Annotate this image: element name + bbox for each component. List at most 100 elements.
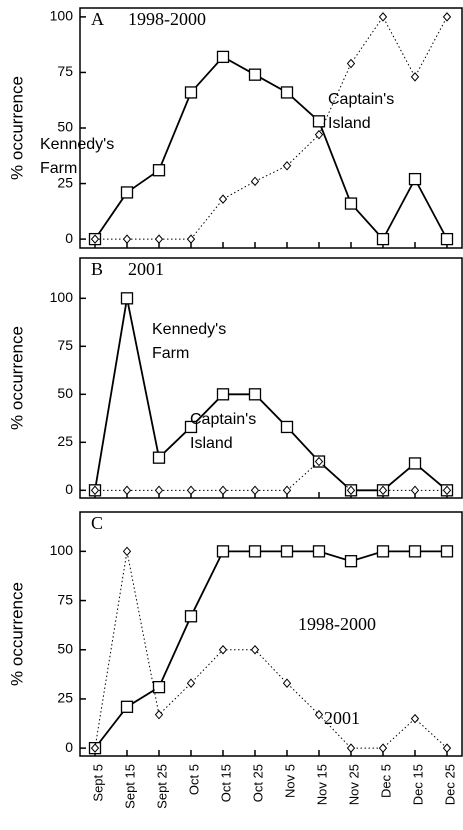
diamond-marker <box>250 176 260 187</box>
square-marker <box>440 545 454 558</box>
diamond-marker <box>186 234 196 244</box>
square-marker <box>248 388 262 401</box>
diamond-marker <box>90 743 100 753</box>
diamond-marker <box>218 644 228 655</box>
square-marker <box>120 700 134 713</box>
series-line <box>94 550 447 749</box>
y-axis-label: % occurrence <box>7 76 26 180</box>
y-tick-label: 0 <box>65 739 73 755</box>
square-marker <box>376 545 390 558</box>
diamond-marker <box>442 743 452 753</box>
y-tick-label: 25 <box>57 433 73 449</box>
square-marker <box>408 172 422 186</box>
diamond-marker <box>154 485 164 496</box>
square-marker <box>440 232 454 246</box>
diamond-marker <box>218 194 228 204</box>
x-tick-label: Sept 15 <box>122 764 137 809</box>
diamond-marker <box>314 129 324 140</box>
square-marker <box>280 420 294 434</box>
x-tick-label: Nov 15 <box>314 764 329 805</box>
diamond-marker <box>250 644 260 655</box>
y-tick-label: 75 <box>57 337 73 353</box>
x-tick-label: Dec 5 <box>378 764 393 798</box>
diamond-marker <box>90 485 100 496</box>
diamond-marker <box>122 234 132 244</box>
diamond-marker <box>346 485 356 496</box>
diamond-marker <box>154 709 164 720</box>
diamond-marker <box>378 743 388 753</box>
square-marker <box>248 545 262 558</box>
square-marker <box>408 545 422 558</box>
y-tick-label: 25 <box>57 690 73 706</box>
y-axis-label: % occurrence <box>7 326 26 430</box>
square-marker <box>408 457 422 470</box>
diamond-marker <box>122 546 132 557</box>
diamond-marker <box>186 678 196 688</box>
diamond-marker <box>314 709 324 720</box>
square-marker <box>152 680 166 694</box>
y-tick-label: 0 <box>65 481 73 497</box>
diamond-marker <box>442 12 452 22</box>
diamond-marker <box>410 72 420 82</box>
diamond-marker <box>122 485 132 496</box>
panel-title: 2001 <box>128 259 164 279</box>
panel-frame <box>79 511 463 757</box>
series-label: Captain's Island <box>190 411 256 452</box>
square-marker <box>248 68 262 81</box>
square-marker <box>344 555 358 568</box>
diamond-marker <box>314 456 324 467</box>
series-label: Captain's Island <box>328 91 394 132</box>
square-marker <box>216 50 230 64</box>
x-tick-label: Oct 25 <box>250 764 265 802</box>
y-tick-label: 75 <box>57 591 73 607</box>
x-tick-label: Oct 5 <box>186 764 201 795</box>
square-marker <box>184 420 198 434</box>
y-tick-label: 50 <box>57 119 73 135</box>
x-tick-label: Sept 5 <box>90 764 105 802</box>
panel-letter: C <box>91 513 103 533</box>
series-label: Kennedy's Farm <box>152 321 226 362</box>
diamond-marker <box>378 12 388 22</box>
y-tick-label: 50 <box>57 385 73 401</box>
series-label: 1998-2000 <box>298 614 376 634</box>
x-tick-label: Nov 5 <box>282 764 297 798</box>
series-line <box>95 15 448 240</box>
y-tick-label: 100 <box>50 542 74 558</box>
square-marker <box>312 545 326 558</box>
diamond-marker <box>282 161 292 171</box>
series-label: 2001 <box>324 708 360 728</box>
square-marker <box>152 451 166 464</box>
diamond-marker <box>442 485 452 496</box>
series-line <box>94 55 448 241</box>
square-marker <box>344 197 358 210</box>
diamond-marker <box>410 485 420 496</box>
diamond-marker <box>282 678 292 688</box>
diamond-marker <box>346 58 356 69</box>
diamond-marker <box>218 485 228 496</box>
square-marker <box>216 388 230 401</box>
y-tick-label: 100 <box>50 8 74 24</box>
diamond-marker <box>186 485 196 496</box>
square-marker <box>120 292 134 305</box>
square-marker <box>184 610 198 623</box>
square-marker <box>216 545 230 558</box>
series-line <box>94 298 448 492</box>
diamond-marker <box>250 485 260 496</box>
panel-letter: A <box>91 9 104 29</box>
series-label: Kennedy's Farm <box>40 136 114 177</box>
diamond-marker <box>90 234 100 244</box>
square-marker <box>184 86 198 99</box>
diamond-marker <box>282 485 292 496</box>
diamond-marker <box>346 743 356 753</box>
square-marker <box>376 232 390 246</box>
panel-title: 1998-2000 <box>128 9 206 29</box>
panel-frame <box>79 257 463 499</box>
square-marker <box>120 186 134 199</box>
panel-letter: B <box>91 259 103 279</box>
y-tick-label: 0 <box>65 230 73 246</box>
series-line <box>95 460 447 491</box>
square-marker <box>152 164 166 177</box>
x-tick-label: Dec 25 <box>442 764 457 805</box>
